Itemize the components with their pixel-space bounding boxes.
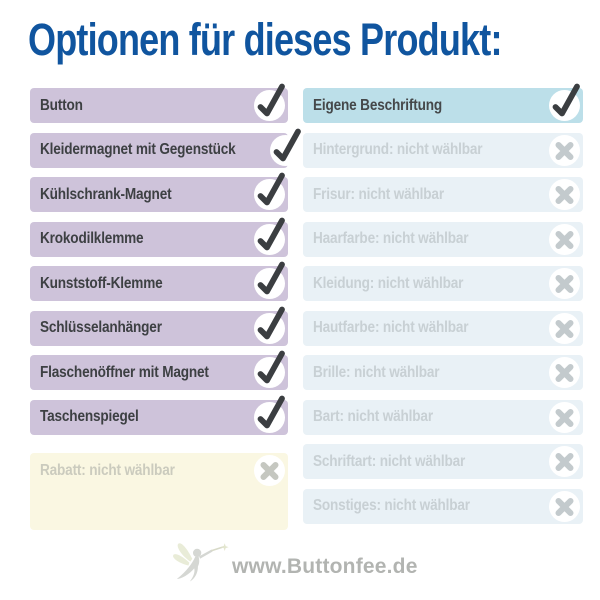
cross-icon bbox=[549, 446, 580, 477]
option-row-kleidung: Kleidung: nicht wählbar bbox=[303, 266, 583, 301]
footer-brand: www.Buttonfee.de bbox=[172, 539, 418, 592]
option-row-frisur: Frisur: nicht wählbar bbox=[303, 177, 583, 212]
check-icon bbox=[254, 395, 285, 433]
fairy-logo-icon bbox=[172, 539, 230, 592]
option-label: Flaschenöffner mit Magnet bbox=[40, 363, 209, 381]
check-icon bbox=[254, 306, 285, 344]
cross-icon bbox=[549, 134, 580, 166]
option-row-hautfarbe: Hautfarbe: nicht wählbar bbox=[303, 310, 583, 346]
check-icon bbox=[254, 217, 285, 255]
option-row-kuehlschrank-magnet: Kühlschrank-Magnet bbox=[30, 172, 288, 212]
cross-icon bbox=[254, 455, 285, 486]
option-label: Button bbox=[40, 96, 83, 114]
option-label: Hintergrund: nicht wählbar bbox=[313, 141, 483, 158]
option-row-haarfarbe: Haarfarbe: nicht wählbar bbox=[303, 221, 583, 257]
option-label: Schriftart: nicht wählbar bbox=[313, 452, 466, 470]
option-row-kleidermagnet: Kleidermagnet mit Gegenstück bbox=[30, 128, 302, 168]
option-label: Frisur: nicht wählbar bbox=[313, 185, 444, 203]
option-row-rabatt: Rabatt: nicht wählbar bbox=[30, 453, 288, 530]
option-row-eigene-beschriftung: Eigene Beschriftung bbox=[303, 83, 583, 123]
check-icon bbox=[254, 350, 285, 388]
option-label: Rabatt: nicht wählbar bbox=[40, 462, 175, 479]
website-url: www.Buttonfee.de bbox=[232, 554, 418, 578]
option-row-krokodilklemme: Krokodilklemme bbox=[30, 217, 288, 257]
option-label: Haarfarbe: nicht wählbar bbox=[313, 230, 469, 247]
option-row-schriftart: Schriftart: nicht wählbar bbox=[303, 444, 583, 479]
option-row-bart: Bart: nicht wählbar bbox=[303, 399, 583, 435]
option-label: Kleidung: nicht wählbar bbox=[313, 274, 464, 292]
option-row-button: Button bbox=[30, 83, 288, 123]
check-icon bbox=[270, 128, 302, 166]
options-list-motif: Eigene Beschriftung Hintergrund: nicht w… bbox=[303, 83, 583, 533]
cross-icon bbox=[549, 268, 580, 299]
cross-icon bbox=[549, 312, 580, 344]
option-row-taschenspiegel: Taschenspiegel bbox=[30, 395, 288, 435]
option-label: Kühlschrank-Magnet bbox=[40, 185, 172, 203]
option-label: Krokodilklemme bbox=[40, 230, 144, 247]
option-row-brille: Brille: nicht wählbar bbox=[303, 355, 583, 390]
option-label: Bart: nicht wählbar bbox=[313, 408, 433, 425]
option-row-kunststoff-klemme: Kunststoff-Klemme bbox=[30, 261, 288, 301]
option-label: Sonstiges: nicht wählbar bbox=[313, 497, 470, 514]
option-label: Kunststoff-Klemme bbox=[40, 274, 163, 292]
options-list-products: Button Kleidermagnet mit Gegenstück Kühl… bbox=[30, 83, 302, 540]
option-label: Brille: nicht wählbar bbox=[313, 363, 440, 381]
option-row-hintergrund: Hintergrund: nicht wählbar bbox=[303, 132, 583, 168]
cross-icon bbox=[549, 357, 580, 388]
option-label: Schlüsselanhänger bbox=[40, 319, 162, 336]
option-label: Kleidermagnet mit Gegenstück bbox=[40, 141, 236, 158]
option-label: Eigene Beschriftung bbox=[313, 96, 443, 114]
page-title: Optionen für dieses Produkt: bbox=[28, 14, 502, 65]
option-row-flaschenoeffner: Flaschenöffner mit Magnet bbox=[30, 350, 288, 390]
cross-icon bbox=[549, 401, 580, 433]
option-label: Hautfarbe: nicht wählbar bbox=[313, 319, 469, 336]
option-row-sonstiges: Sonstiges: nicht wählbar bbox=[303, 488, 583, 524]
check-icon bbox=[254, 172, 285, 210]
check-icon bbox=[254, 83, 285, 121]
cross-icon bbox=[549, 223, 580, 255]
check-icon bbox=[549, 83, 580, 121]
option-row-schluesselanhaenger: Schlüsselanhänger bbox=[30, 306, 288, 346]
cross-icon bbox=[549, 179, 580, 210]
cross-icon bbox=[549, 490, 580, 522]
check-icon bbox=[254, 261, 285, 299]
option-label: Taschenspiegel bbox=[40, 408, 139, 425]
